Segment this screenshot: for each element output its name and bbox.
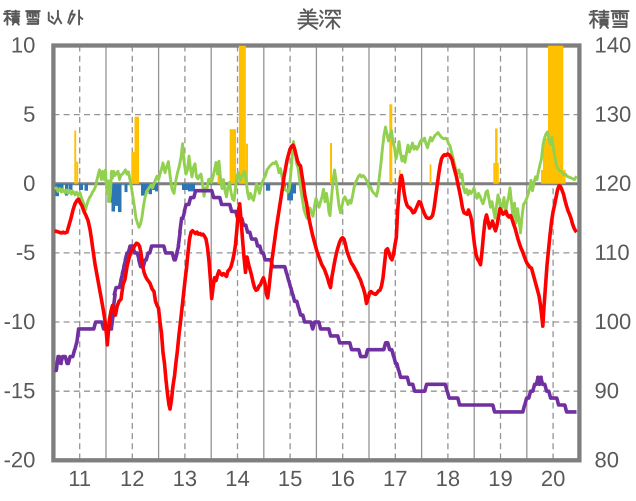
svg-text:-15: -15 xyxy=(4,378,36,403)
svg-text:-10: -10 xyxy=(4,309,36,334)
svg-text:130: 130 xyxy=(594,102,631,127)
svg-text:-5: -5 xyxy=(16,240,36,265)
svg-text:5: 5 xyxy=(23,102,35,127)
svg-text:16: 16 xyxy=(330,466,354,491)
svg-text:120: 120 xyxy=(594,171,631,196)
svg-text:18: 18 xyxy=(436,466,460,491)
svg-text:11: 11 xyxy=(68,466,91,491)
svg-text:20: 20 xyxy=(541,466,565,491)
svg-text:15: 15 xyxy=(278,466,302,491)
svg-text:0: 0 xyxy=(23,171,35,196)
svg-text:12: 12 xyxy=(120,466,144,491)
svg-text:140: 140 xyxy=(594,33,631,58)
svg-text:90: 90 xyxy=(594,378,618,403)
svg-text:10: 10 xyxy=(11,32,35,57)
svg-text:14: 14 xyxy=(225,466,249,491)
svg-text:13: 13 xyxy=(173,466,197,491)
svg-text:110: 110 xyxy=(594,240,629,265)
svg-text:80: 80 xyxy=(594,447,618,472)
svg-text:100: 100 xyxy=(594,309,631,334)
svg-text:17: 17 xyxy=(383,466,407,491)
svg-text:19: 19 xyxy=(488,466,512,491)
svg-text:-20: -20 xyxy=(4,447,36,472)
